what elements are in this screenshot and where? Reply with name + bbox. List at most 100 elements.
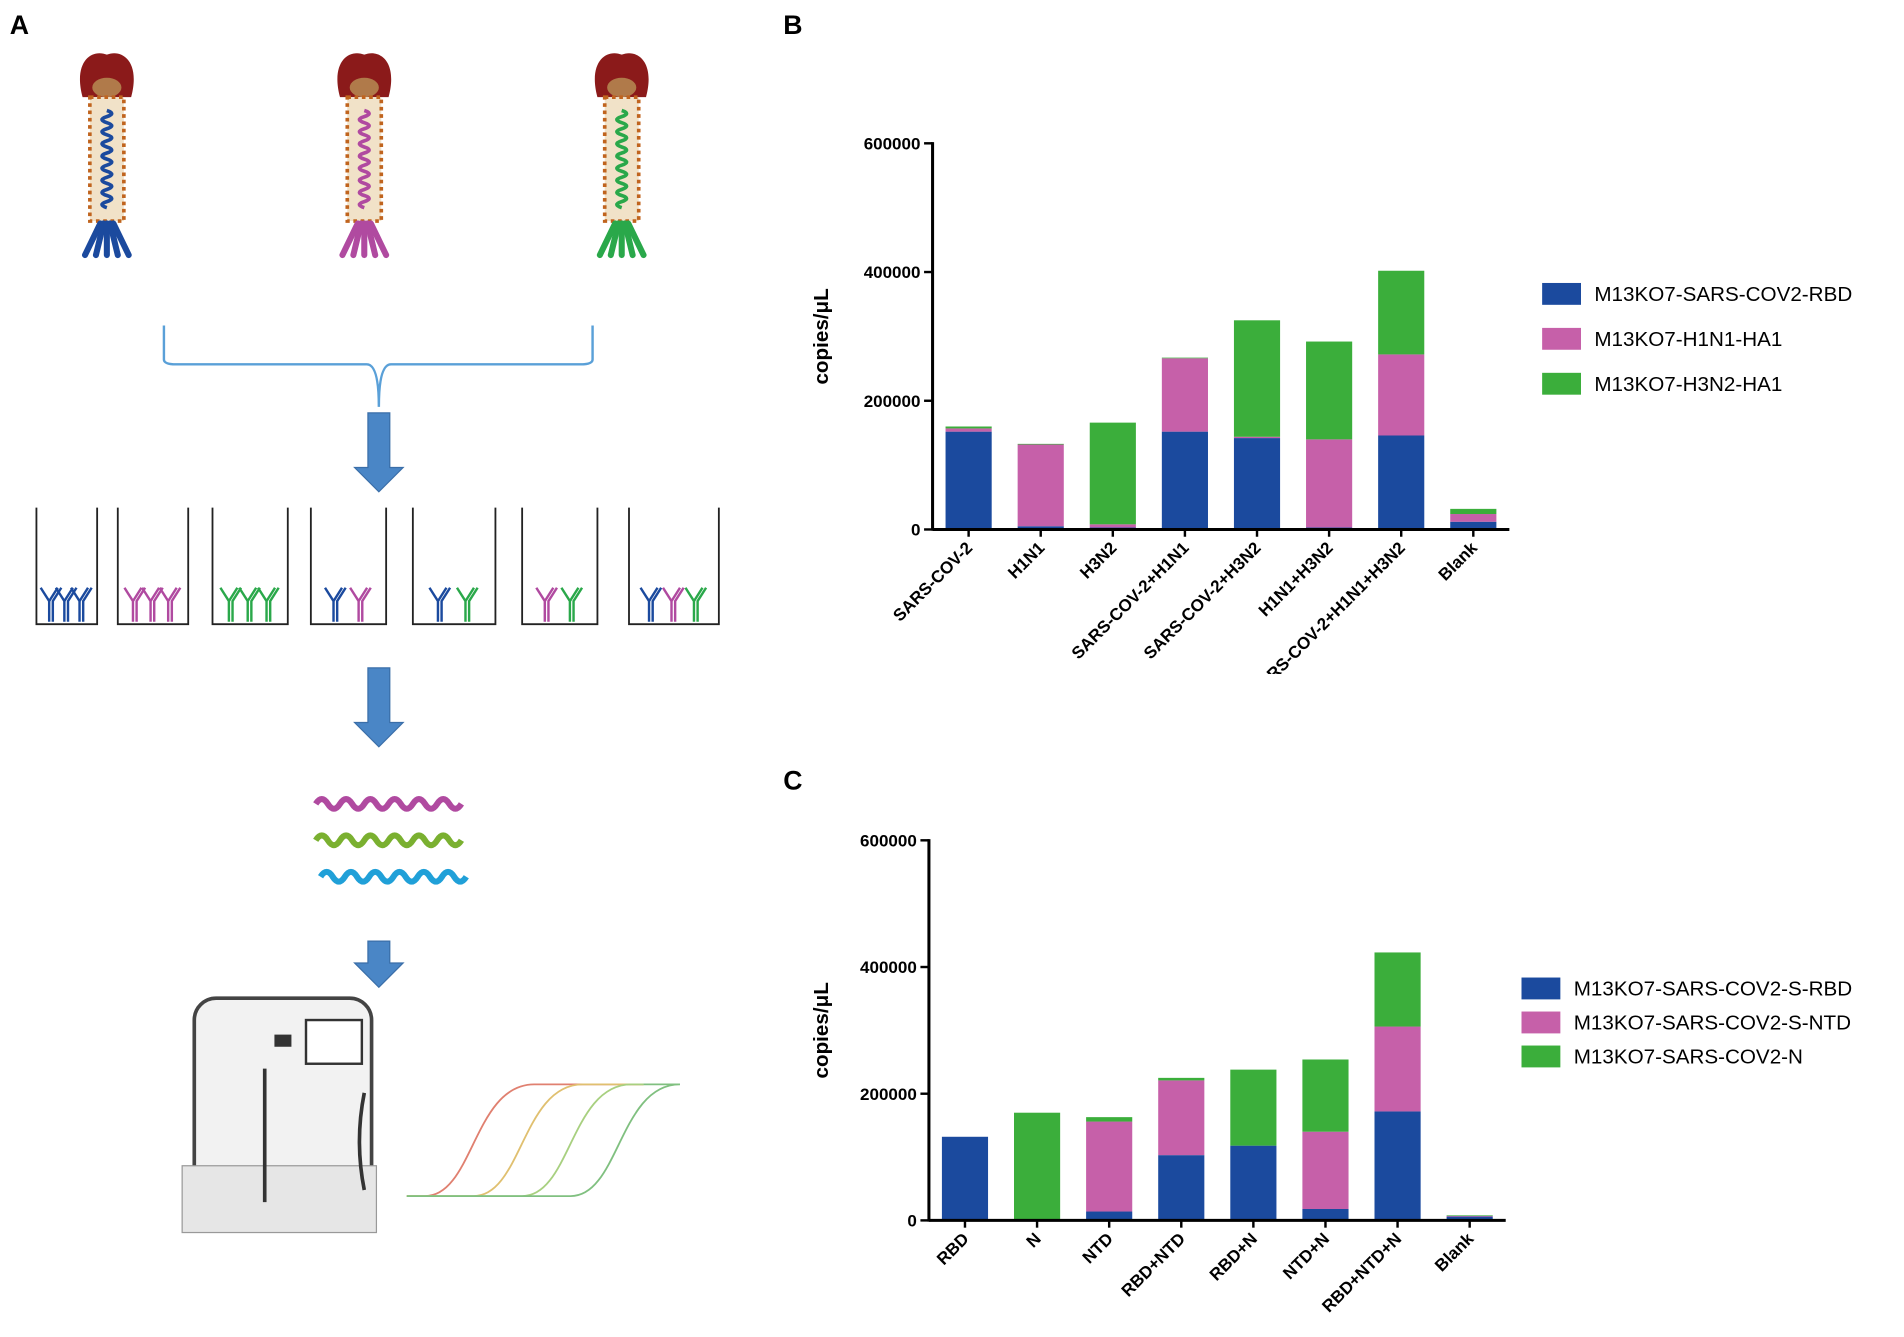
bar-segment [1378,270,1425,355]
x-tick-label: Blank [1431,1229,1478,1276]
helix [317,868,469,885]
helix [313,832,465,849]
amplification-curve [406,1083,644,1198]
antibody [219,587,243,622]
bar-segment [945,428,992,432]
antibody [349,587,372,622]
bar-segment [1158,1080,1205,1156]
well [35,507,99,626]
x-tick-label: NTD [1079,1229,1117,1267]
phage-tail [350,220,365,259]
bar-segment [1450,521,1497,530]
x-tick-label: Blank [1435,538,1482,585]
antibody [560,587,584,622]
bar-segment [1374,1026,1421,1112]
antibody [257,587,280,622]
x-tick-label: RBD [933,1229,972,1268]
well [309,507,388,626]
bar-segment [1230,1145,1277,1221]
legend-swatch [1542,372,1581,395]
x-tick-label: SARS-COV-2+H1N1 [1068,538,1193,663]
legend-swatch [1521,1011,1561,1034]
panel-label: C [783,765,802,795]
bar-segment [941,1136,989,1221]
y-tick-label: 200000 [864,392,921,411]
arrow [353,412,405,493]
instrument-base [181,1165,378,1234]
legend-label: M13KO7-SARS-COV2-RBD [1594,283,1852,306]
y-axis-label: copies/μL [810,288,833,384]
phage-tail [81,220,104,259]
dna [357,108,371,210]
x-tick-label: N [1023,1229,1045,1251]
legend-label: M13KO7-SARS-COV2-S-RBD [1574,978,1852,1001]
legend-label: M13KO7-SARS-COV2-N [1574,1046,1803,1069]
bar-segment [1306,341,1353,440]
bar-segment [1306,439,1353,528]
well [628,507,720,626]
antibody [141,587,164,622]
dna [100,108,114,210]
bar-segment [1017,443,1064,445]
bar-segment [1233,438,1281,530]
bar-segment [1014,1112,1061,1221]
bar-segment [1302,1131,1349,1209]
bar-segment [1089,422,1136,525]
y-tick-label: 0 [911,521,920,540]
bar-segment [1086,1211,1133,1221]
dna-helix [357,108,371,210]
amplification-curve [406,1083,644,1198]
antibody [70,587,93,622]
well [521,507,599,626]
phage-tail [339,220,361,259]
bar-segment [1302,1208,1349,1221]
dna-helix [100,108,114,210]
bar-segment [1086,1117,1133,1122]
antibody [323,587,347,622]
bar-segment [1017,526,1064,530]
bar-segment [1230,1069,1277,1146]
y-tick-label: 600000 [864,134,921,153]
phage-tail [92,220,107,259]
legend-swatch [1542,282,1581,305]
bar-segment [1233,436,1281,439]
instrument-door [262,1068,367,1203]
amplification-curve [406,1083,681,1198]
phage-head-inner [607,77,637,98]
bar-segment [1158,1155,1205,1221]
phage-tail [625,220,647,259]
antibody [455,587,479,622]
phage-tail [596,220,619,259]
x-labels: SARS-COV-2 H1N1 H3N2SARS-COV-2+H1N1SARS-CO… [889,538,1482,674]
y-axis-label: copies/μL [810,982,833,1078]
y-tick-label: 400000 [864,263,921,282]
x-tick-label: H3N2 [1076,538,1120,582]
bar-segment [945,426,992,429]
bar-segment [945,431,992,530]
arrow [353,667,405,748]
bar-segment [1374,1111,1421,1221]
helix [313,796,465,812]
legend-swatch [1521,977,1561,1000]
bar-segment [1161,431,1208,530]
x-tick-label: SARS-COV-2+H3N2 [1140,538,1265,663]
well [411,507,497,626]
brace [162,325,594,407]
antibody [238,587,261,622]
legend-swatch [1542,327,1581,350]
panel-label: A [10,10,29,40]
y-tick-label: 200000 [860,1085,917,1104]
antibody [661,587,685,622]
dna [615,108,629,210]
antibody [684,587,708,622]
antibody [428,587,452,622]
arrow [353,940,405,989]
y-tick-label: 600000 [860,831,917,850]
phage-tail [364,220,379,259]
well [211,507,289,626]
bar-segment [1446,1215,1493,1217]
bar-segment [1450,514,1497,522]
instrument-screen [304,1018,364,1065]
antibody [158,587,182,622]
